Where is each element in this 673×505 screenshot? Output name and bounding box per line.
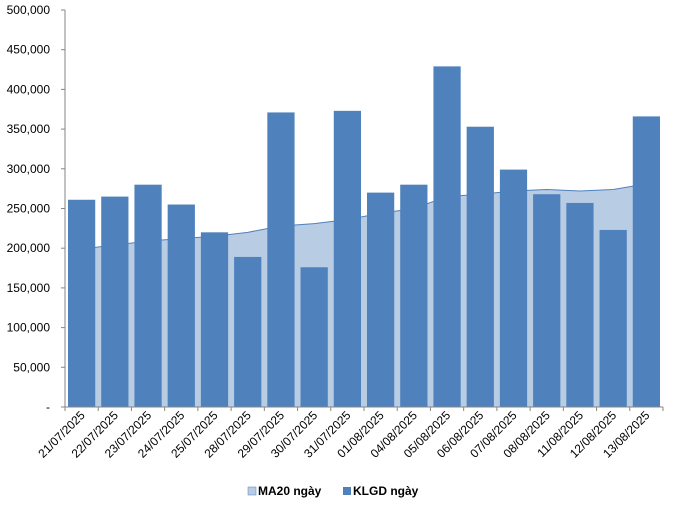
y-tick-label: 400,000 [7, 82, 51, 96]
ma20-series [81, 183, 647, 407]
y-tick-label: 450,000 [7, 43, 51, 57]
bar-klgd [134, 184, 162, 407]
y-tick-label: 500,000 [7, 3, 51, 17]
bar-klgd [67, 199, 96, 407]
bar-klgd [267, 112, 295, 408]
bar-klgd [333, 110, 362, 407]
y-tick-label: 350,000 [7, 122, 51, 136]
legend: MA20 ngày KLGD ngày [247, 484, 419, 498]
bar-klgd [366, 192, 395, 407]
y-tick-label: 150,000 [7, 281, 51, 295]
legend-label-ma20: MA20 ngày [258, 484, 322, 498]
bar-klgd [167, 204, 195, 407]
y-tick-label: 300,000 [7, 162, 51, 176]
bar-klgd [499, 169, 528, 407]
bar-klgd [466, 126, 494, 407]
bar-klgd [632, 116, 661, 408]
klgd-series [67, 66, 661, 408]
bar-klgd [599, 229, 627, 407]
y-tick-label: 100,000 [7, 321, 51, 335]
bar-klgd [101, 196, 129, 407]
bar-klgd [433, 66, 461, 408]
ma20-area [81, 183, 647, 407]
legend-swatch-klgd [343, 487, 351, 495]
bar-klgd [566, 202, 594, 407]
bar-klgd [300, 267, 328, 407]
bar-klgd [400, 184, 428, 407]
y-tick-label: 250,000 [7, 202, 51, 216]
y-tick-label: 50,000 [13, 360, 50, 374]
y-axis-labels: - 50,000 100,000 150,000 200,000 250,000 300,0… [7, 3, 51, 414]
bar-klgd [200, 232, 229, 407]
axis-lines [61, 9, 664, 411]
y-tick-label: 200,000 [7, 241, 51, 255]
legend-swatch-ma20 [247, 486, 257, 496]
bar-klgd [533, 194, 561, 407]
bar-klgd [234, 256, 262, 407]
legend-label-klgd: KLGD ngày [353, 484, 419, 498]
y-tick-label: - [46, 400, 50, 414]
x-axis-labels: 21/07/202522/07/202523/07/202524/07/2025… [35, 408, 652, 461]
